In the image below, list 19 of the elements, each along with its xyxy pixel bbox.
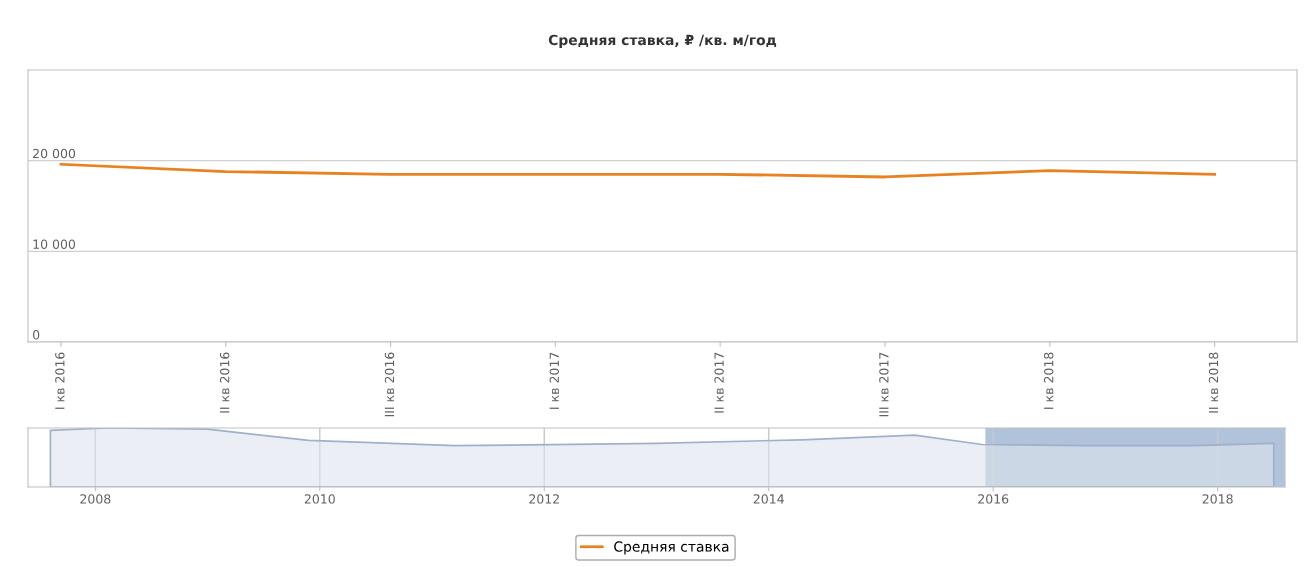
x-tick-label: II кв 2016 bbox=[219, 352, 230, 413]
chart-title: Средняя ставка, ₽ /кв. м/год bbox=[548, 34, 777, 48]
x-tick-label: 2008 bbox=[80, 494, 111, 504]
x-tick-label: 2018 bbox=[1202, 494, 1233, 504]
x-tick-label: III кв 2017 bbox=[879, 352, 889, 417]
y-tick-label: 0 bbox=[32, 330, 40, 340]
x-tick-label: III кв 2016 bbox=[384, 352, 395, 417]
x-tick-label: 2010 bbox=[304, 494, 335, 504]
x-tick-label: I кв 2017 bbox=[549, 352, 559, 409]
y-tick-label: 10 000 bbox=[33, 239, 76, 249]
x-tick-label: II кв 2018 bbox=[1208, 352, 1219, 413]
x-tick-label: I кв 2016 bbox=[55, 352, 65, 409]
legend-label: Средняя ставка bbox=[614, 541, 729, 555]
x-tick-label: 2016 bbox=[978, 494, 1009, 504]
x-tick-label: 2012 bbox=[529, 494, 559, 504]
y-tick-label: 20 000 bbox=[33, 148, 76, 159]
x-tick-label: 2014 bbox=[753, 494, 784, 504]
x-tick-label: I кв 2018 bbox=[1043, 352, 1054, 409]
x-tick-label: II кв 2017 bbox=[714, 352, 724, 413]
